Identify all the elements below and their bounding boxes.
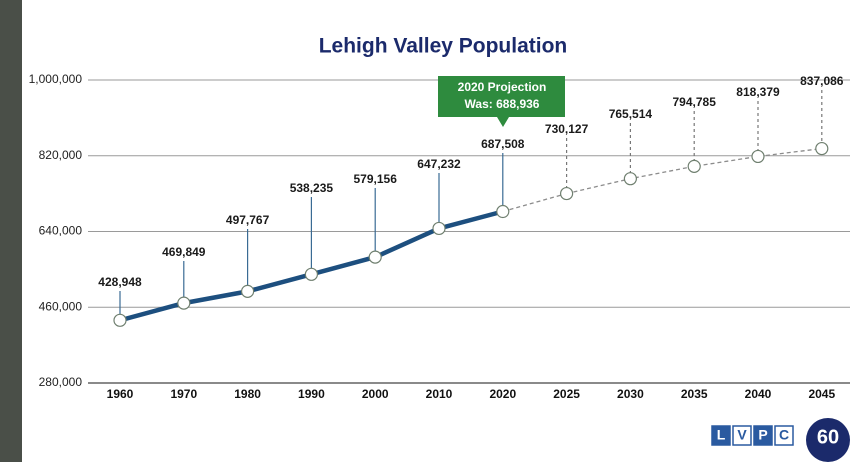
x-tick-label: 2035 [681,387,708,401]
x-tick-label: 2020 [489,387,516,401]
logo-badge-text: 60 [817,426,839,448]
logo-letter: C [779,427,789,443]
data-label: 687,508 [481,137,525,151]
x-tick-label: 1960 [107,387,134,401]
x-tick-label: 2030 [617,387,644,401]
point [433,222,445,234]
point [688,160,700,172]
x-tick-label: 2045 [808,387,835,401]
data-label: 538,235 [290,181,334,195]
data-label: 469,849 [162,245,206,259]
point [752,150,764,162]
page: Lehigh Valley Population 280,000 460,000 6… [0,0,859,462]
y-tick-label: 820,000 [39,148,83,162]
logo-letter: L [717,427,726,443]
data-label: 765,514 [609,107,653,121]
y-tick-label: 640,000 [39,224,83,238]
point [816,143,828,155]
point [242,285,254,297]
data-label: 579,156 [354,172,398,186]
annotation-text: 2020 Projection [458,80,547,94]
y-tick-label: 280,000 [39,375,83,389]
point [114,314,126,326]
point [561,188,573,200]
point [497,206,509,218]
data-label: 794,785 [673,95,717,109]
point [624,173,636,185]
data-label: 647,232 [417,157,461,171]
y-tick-label: 1,000,000 [29,72,83,86]
logo-letter: V [737,427,747,443]
data-label: 837,086 [800,74,844,88]
x-tick-label: 2040 [745,387,772,401]
x-tick-label: 2010 [426,387,453,401]
data-label: 497,767 [226,213,270,227]
logo-letter: P [758,427,767,443]
data-label: 818,379 [736,85,780,99]
x-tick-label: 1980 [234,387,261,401]
y-tick-label: 460,000 [39,299,83,313]
x-tick-label: 2025 [553,387,580,401]
point [178,297,190,309]
data-label: 730,127 [545,122,589,136]
background-photo [0,0,22,462]
chart-title: Lehigh Valley Population [319,35,568,58]
point [305,268,317,280]
x-tick-label: 2000 [362,387,389,401]
data-label: 428,948 [98,275,142,289]
x-tick-label: 1990 [298,387,325,401]
annotation-text: Was: 688,936 [465,97,540,111]
x-tick-label: 1970 [170,387,197,401]
point [369,251,381,263]
